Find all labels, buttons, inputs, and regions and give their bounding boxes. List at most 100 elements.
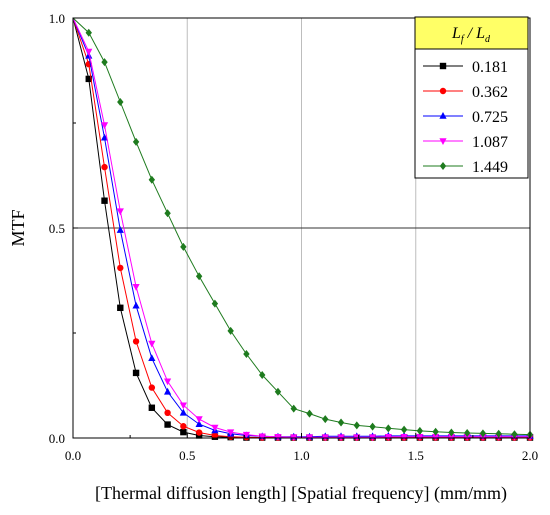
legend-marker [439,138,447,145]
legend-marker [439,87,447,95]
data-point [447,433,455,441]
legend-marker [439,112,447,119]
data-point [180,423,187,430]
data-point [132,301,140,309]
data-point [85,28,92,37]
data-point [211,424,219,432]
data-point [164,421,171,428]
data-point [195,429,203,436]
data-point [448,428,455,437]
data-point [100,133,109,141]
data-point [227,326,234,335]
legend-label: 0.362 [472,84,508,101]
legend-title-sub2: d [485,34,491,45]
legend-item: 0.362 [423,84,508,101]
legend-title-l1: L [451,25,461,42]
data-point [337,418,345,427]
data-point [211,299,219,308]
legend-item: 0.725 [423,109,508,126]
data-point [385,424,392,433]
x-tick-label: 0.5 [179,448,195,463]
legend-title: Lf / Ld [451,25,491,45]
legend-box [414,44,529,179]
legend-item: 1.087 [423,134,508,151]
data-point [132,284,140,291]
data-point [416,426,424,435]
data-point [132,338,140,345]
x-axis-title: [Thermal diffusion length] [Spatial freq… [95,483,507,504]
data-point [180,242,187,251]
y-tick-label: 0.5 [49,221,65,236]
data-point [179,402,187,410]
data-point [148,354,156,361]
data-point [195,272,203,281]
data-point [116,208,124,216]
data-point [400,425,408,434]
legend-label: 0.725 [472,109,508,126]
data-point [100,122,109,130]
data-point [274,433,282,441]
data-point [258,433,266,441]
legend-title-box [414,16,529,50]
data-point [180,428,187,436]
data-point [132,369,140,377]
data-point [258,371,266,379]
x-tick-label: 1.0 [293,448,309,463]
x-tick-label: 2.0 [522,448,538,463]
legend-title-l2: L [475,25,485,42]
data-point [195,416,203,424]
legend-items: 0.181 0.362 0.725 1.087 1.449 [423,59,508,176]
data-point [163,378,172,386]
data-point [495,429,502,438]
data-point [242,431,251,439]
legend: Lf / Ld 0.181 0.362 0.725 1.087 1.449 [414,16,529,179]
data-point [116,226,124,233]
legend-marker [439,62,447,70]
data-point [416,433,424,441]
data-point [400,433,408,441]
data-point [243,350,250,358]
data-point [101,163,108,171]
x-tick-label: 0.0 [65,448,81,463]
data-point [148,175,156,184]
legend-label: 1.449 [472,159,508,176]
legend-item: 0.181 [423,59,508,76]
data-point [463,433,471,441]
data-point [179,408,187,416]
data-point [274,387,282,396]
data-point [132,137,140,146]
legend-label: 1.087 [472,134,508,151]
data-point [117,98,124,106]
data-point [117,304,124,311]
y-axis-title: MTF [8,209,28,246]
data-point [479,429,487,438]
data-point [353,421,360,430]
series-1.449 [72,17,534,439]
data-point [85,48,93,56]
y-tick-label: 0.0 [49,431,65,446]
y-tick-label: 1.0 [49,11,65,26]
data-point [85,75,92,83]
data-point [148,404,156,411]
data-point [164,409,171,416]
data-point [306,409,313,418]
data-point [322,415,329,424]
data-point [211,432,219,439]
data-point [290,404,297,413]
legend-title-sep: / [464,25,476,42]
data-point [227,429,235,437]
data-point [101,58,108,67]
data-point [163,387,172,395]
legend-marker [439,162,447,170]
data-point [148,340,156,348]
data-point [164,209,171,218]
data-point [463,428,471,437]
data-point [195,420,203,427]
data-point [432,433,440,441]
data-point [511,430,518,439]
data-point [117,264,124,272]
legend-item: 1.449 [423,159,508,176]
data-point [369,422,376,431]
ticks: 0.0 0.5 1.0 1.5 2.0 0.0 0.5 1.0 [49,11,538,463]
